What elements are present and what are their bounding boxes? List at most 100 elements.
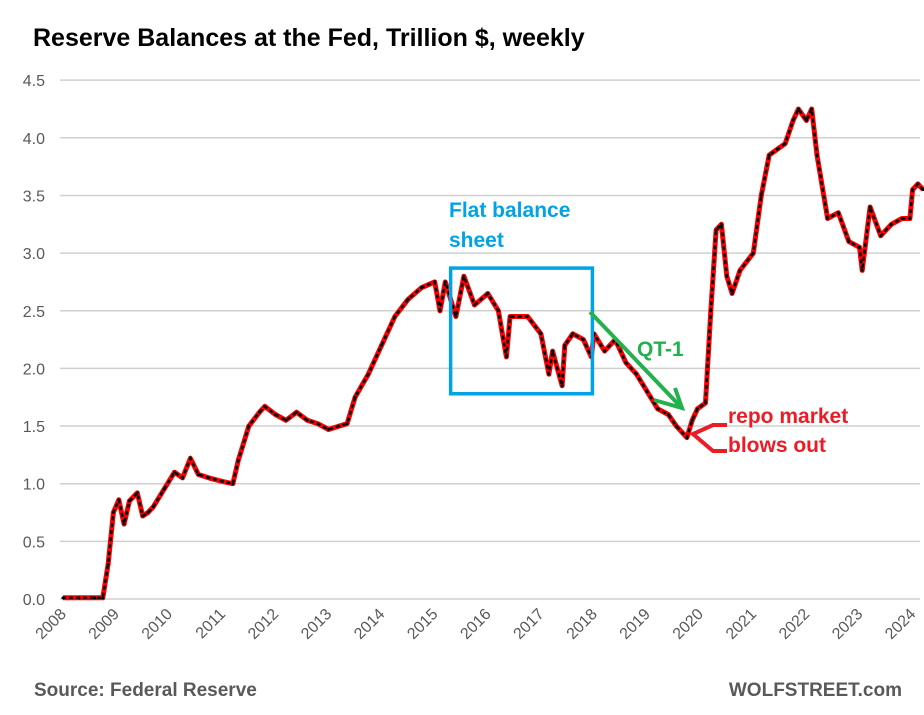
- data-point: [146, 511, 150, 515]
- data-point: [180, 476, 184, 480]
- data-point: [879, 234, 883, 238]
- y-tick-label: 1.5: [23, 419, 45, 436]
- data-point: [826, 217, 830, 221]
- data-point: [634, 372, 638, 376]
- data-point: [273, 413, 277, 417]
- x-tick-label: 2017: [511, 606, 548, 643]
- data-point: [122, 522, 126, 526]
- data-point: [295, 410, 299, 414]
- data-point: [685, 436, 689, 440]
- y-tick-label: 3.0: [23, 246, 45, 263]
- data-point: [117, 498, 121, 502]
- data-point: [101, 596, 105, 600]
- data-point: [847, 240, 851, 244]
- data-point: [443, 280, 447, 284]
- data-point: [783, 142, 787, 146]
- y-tick-label: 0.0: [23, 592, 45, 609]
- data-point: [696, 407, 700, 411]
- data-point: [220, 479, 224, 483]
- repo-label: blows out: [728, 434, 826, 457]
- data-point: [714, 228, 718, 232]
- data-point: [900, 217, 904, 221]
- data-point: [61, 596, 65, 600]
- data-point: [551, 349, 555, 353]
- data-point: [508, 315, 512, 319]
- x-tick-label: 2011: [193, 606, 229, 642]
- data-point: [393, 315, 397, 319]
- data-point: [327, 428, 330, 432]
- x-tick-label: 2013: [298, 606, 335, 643]
- data-point: [815, 153, 819, 157]
- data-point: [730, 291, 734, 295]
- data-point: [738, 268, 742, 272]
- data-point: [860, 268, 864, 272]
- data-point: [624, 361, 628, 365]
- x-tick-label: 2010: [139, 606, 176, 643]
- x-tick-label: 2015: [404, 606, 441, 643]
- data-point: [674, 424, 678, 428]
- data-point: [496, 309, 500, 313]
- flat-balance-label: sheet: [449, 229, 504, 252]
- data-point: [704, 401, 708, 405]
- data-point: [188, 456, 192, 460]
- data-point: [486, 291, 490, 295]
- data-point: [775, 147, 779, 151]
- data-point: [603, 349, 607, 353]
- data-point: [236, 459, 240, 463]
- data-point: [196, 472, 200, 476]
- data-point: [207, 476, 211, 480]
- data-point: [571, 332, 575, 336]
- y-tick-label: 0.5: [23, 534, 45, 551]
- series-dots: [61, 104, 924, 600]
- x-tick-label: 2022: [776, 606, 813, 643]
- series-line: [63, 106, 924, 601]
- flat-balance-box: [448, 266, 595, 396]
- y-tick-label: 1.0: [23, 477, 45, 494]
- data-point: [462, 274, 466, 278]
- data-point: [127, 499, 131, 503]
- data-point: [666, 413, 670, 417]
- data-point: [111, 511, 115, 515]
- data-point: [804, 119, 808, 123]
- data-point: [911, 188, 915, 192]
- data-point: [316, 422, 320, 426]
- data-point: [796, 107, 800, 111]
- data-point: [93, 596, 97, 600]
- data-point: [908, 217, 912, 221]
- data-point: [836, 211, 840, 215]
- x-tick-label: 2016: [457, 606, 494, 643]
- data-point: [709, 309, 713, 313]
- data-point: [257, 410, 261, 414]
- data-point: [767, 153, 771, 157]
- data-point: [106, 562, 110, 566]
- y-tick-label: 4.5: [23, 73, 45, 90]
- x-tick-label: 2023: [829, 606, 866, 643]
- x-tick-label: 2019: [617, 606, 654, 643]
- data-point: [173, 470, 177, 474]
- data-point: [284, 418, 288, 422]
- data-point: [247, 424, 251, 428]
- data-point: [504, 355, 508, 359]
- data-point: [889, 222, 893, 226]
- data-point: [419, 286, 423, 290]
- data-point: [656, 407, 660, 411]
- y-tick-label: 3.5: [23, 188, 45, 205]
- brand-watermark: WOLFSTREET.com: [728, 680, 902, 701]
- data-point: [858, 245, 861, 249]
- qt-arrow: [588, 310, 682, 408]
- data-point: [581, 338, 585, 342]
- data-point: [433, 280, 437, 284]
- data-point: [77, 596, 81, 600]
- y-tick-label: 4.0: [23, 131, 45, 148]
- qt-label: QT-1: [637, 338, 684, 361]
- data-point: [526, 315, 530, 319]
- qt-arrowhead: [653, 387, 686, 411]
- data-point: [438, 309, 442, 313]
- data-point: [380, 343, 384, 347]
- data-point: [560, 384, 564, 388]
- data-point: [406, 297, 410, 301]
- data-point: [868, 205, 872, 209]
- data-point: [141, 514, 145, 518]
- data-point: [162, 487, 166, 491]
